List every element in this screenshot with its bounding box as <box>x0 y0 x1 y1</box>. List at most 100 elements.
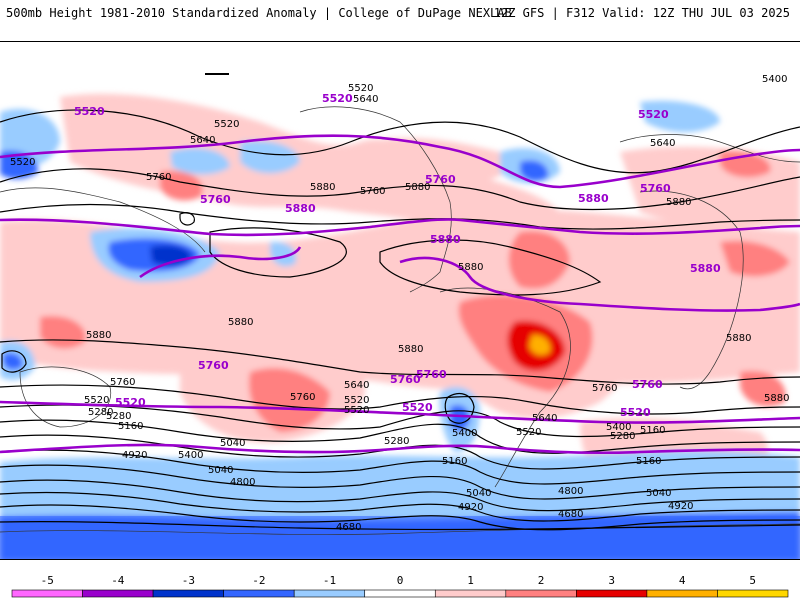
colorbar-tick-label: -4 <box>111 574 125 587</box>
contour-label: 5880 <box>398 344 423 355</box>
colorbar-tick-label: 0 <box>397 574 404 587</box>
contour-label: 5640 <box>532 413 557 424</box>
anomaly-neg1-tropical-pacific <box>270 241 297 267</box>
contour-4680 <box>0 521 800 531</box>
contour-label: 5520 <box>10 157 35 168</box>
contour-label: 4920 <box>668 501 693 512</box>
contour-label: 5760 <box>425 173 456 186</box>
contour-label: 5040 <box>220 438 245 449</box>
purple-5520-south <box>0 443 800 455</box>
anomaly-pos2-south-indian <box>740 371 786 407</box>
contour-label: 4920 <box>458 502 483 513</box>
contour-label: 5880 <box>405 182 430 193</box>
contour-label: 5640 <box>190 135 215 146</box>
contour-label: 5760 <box>632 378 663 391</box>
contour-label: 5040 <box>208 465 233 476</box>
colorbar-segment <box>82 589 154 598</box>
contour-label: 5760 <box>360 186 385 197</box>
contour-low-west-pacific <box>1 350 27 373</box>
colorbar-segment <box>505 589 577 598</box>
contour-5520-south <box>0 419 800 454</box>
contour-label: 5520 <box>84 395 109 406</box>
contour-label: 5520 <box>214 119 239 130</box>
contour-label: 5760 <box>198 359 229 372</box>
contour-label: 4920 <box>122 450 147 461</box>
anomaly-neg2-greenland <box>520 160 549 182</box>
contour-label: 5400 <box>178 450 203 461</box>
colorbar-segment <box>434 589 507 598</box>
contour-label: 5520 <box>74 105 105 118</box>
colorbar-tick-label: -3 <box>182 574 195 587</box>
contour-label: 5760 <box>146 172 171 183</box>
contour-label: 5880 <box>458 262 483 273</box>
contour-label: 4800 <box>558 486 583 497</box>
contour-label: 5520 <box>344 395 369 406</box>
contour-4800 <box>0 504 800 531</box>
contour-label: 5520 <box>344 405 369 416</box>
anomaly-map: 5520 5520 5520 5760 5880 5760 5880 5760 … <box>0 42 800 559</box>
black-contour-labels: 5520 5640 5400 5520 5640 5520 5640 5760 … <box>10 74 789 533</box>
contour-label: 5160 <box>442 456 467 467</box>
contour-label: 5760 <box>390 373 421 386</box>
contour-label: 5880 <box>578 192 609 205</box>
anomaly-pos2-africa <box>720 240 790 277</box>
colorbar-tick-label: 4 <box>679 574 686 587</box>
anomaly-neg3-west-pacific-south <box>3 352 23 370</box>
contour-label: 5160 <box>118 421 143 432</box>
colorbar-tick-label: -5 <box>41 574 54 587</box>
coast-europe <box>619 134 800 163</box>
contour-label: 5520 <box>322 92 353 105</box>
anomaly-pos2-north-pacific <box>160 171 203 201</box>
contour-5880-tropics-south <box>0 339 800 385</box>
anomaly-neg1-north-pacific <box>170 147 230 175</box>
contour-5160 <box>0 464 800 500</box>
contour-label: 5520 <box>516 427 541 438</box>
colorbar-tick-label: 1 <box>467 574 474 587</box>
contour-label: 5880 <box>690 262 721 275</box>
contour-label: 5760 <box>200 193 231 206</box>
map-title: 500mb Height 1981-2010 Standardized Anom… <box>6 6 512 20</box>
colorbar-segment <box>576 589 648 598</box>
contour-label: 5880 <box>86 330 111 341</box>
contour-5640-north <box>0 168 800 211</box>
contour-label: 5760 <box>290 392 315 403</box>
contour-label: 5040 <box>646 488 671 499</box>
contour-label: 5640 <box>353 94 378 105</box>
colorbar-segments <box>11 589 789 598</box>
contour-5760-south <box>0 384 800 415</box>
contour-label: 5520 <box>620 406 651 419</box>
contour-label: 4680 <box>336 522 361 533</box>
coast-antarctica <box>0 523 800 535</box>
colorbar-segment <box>11 589 83 598</box>
contour-label: 5280 <box>88 407 113 418</box>
purple-5520-north <box>0 134 800 189</box>
contour-label: 5520 <box>402 401 433 414</box>
contour-label: 5400 <box>762 74 787 85</box>
contour-label: 5880 <box>285 202 316 215</box>
contour-label: 5760 <box>110 377 135 388</box>
contour-label: 4680 <box>558 509 583 520</box>
purple-5760-north <box>0 218 800 237</box>
anomaly-neg1-europe-east <box>640 100 720 133</box>
model-run-info: 12Z GFS | F312 Valid: 12Z THU JUL 03 202… <box>493 6 790 20</box>
colorbar-segment <box>223 589 295 598</box>
contour-5400 <box>0 434 800 470</box>
coast-asia <box>0 187 206 253</box>
map-panel: 5520 5520 5520 5760 5880 5760 5880 5760 … <box>0 41 800 560</box>
contour-label: 5280 <box>106 411 131 422</box>
colorbar-segment <box>152 589 224 598</box>
colorbar: -5 -4 -3 -2 -1 0 1 2 3 4 5 <box>11 574 789 598</box>
contour-5040 <box>0 479 800 512</box>
coast-australia <box>19 366 112 428</box>
contour-5880-subtropical-2 <box>379 239 602 296</box>
contour-label: 5880 <box>310 182 335 193</box>
contour-label: 5880 <box>764 393 789 404</box>
contour-label: 5400 <box>452 428 477 439</box>
contour-label: 5400 <box>606 422 631 433</box>
anomaly-neg1-alaska-gulf <box>240 140 300 174</box>
contour-label: 5760 <box>592 383 617 394</box>
contour-label: 5880 <box>228 317 253 328</box>
contour-label: 5160 <box>636 456 661 467</box>
contour-label: 5640 <box>650 138 675 149</box>
colorbar-tick-label: -2 <box>252 574 265 587</box>
